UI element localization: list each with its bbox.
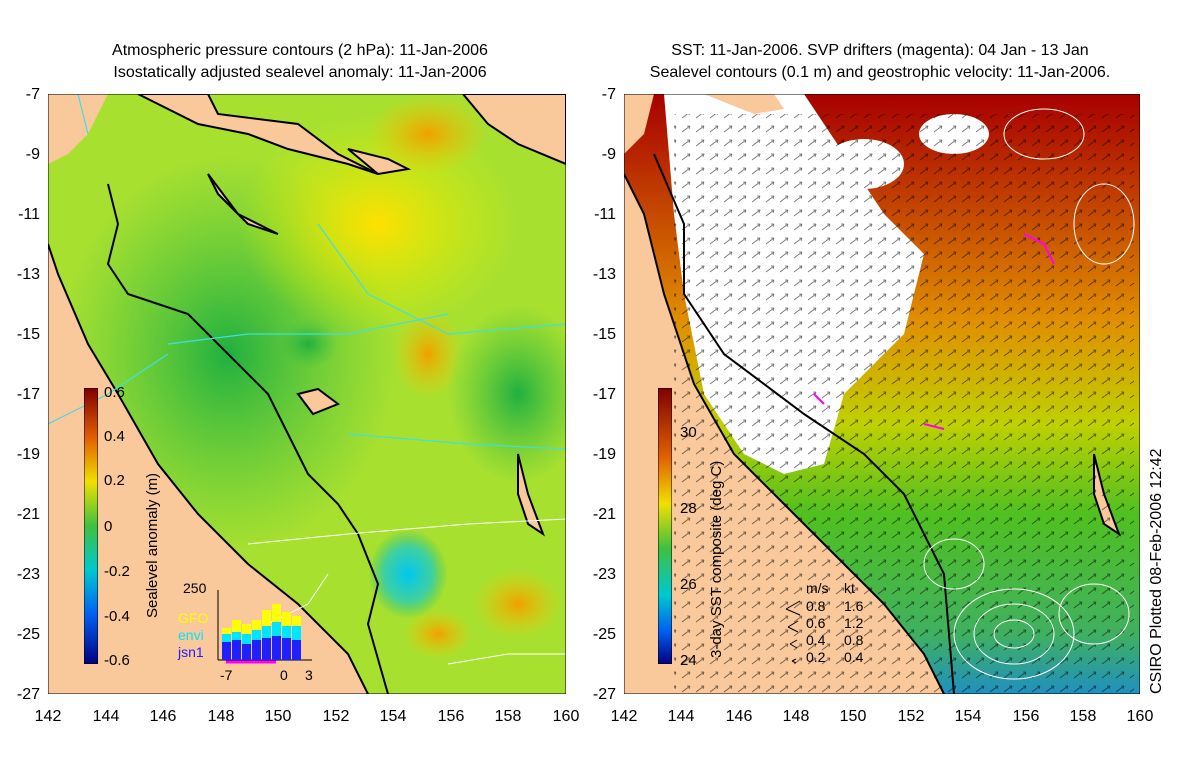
right-xtick: 142 [610,708,638,725]
vector-key-kt: 0.4 [844,649,864,665]
left-ytick: -21 [16,506,40,523]
left-xtick: 152 [322,708,350,725]
right-ytick: -7 [601,86,616,103]
right-xtick: 156 [1012,708,1040,725]
left-xtick: 150 [264,708,292,725]
inset-xtick: -7 [220,667,233,683]
left-title-line2: Isostatically adjusted sealevel anomaly:… [113,64,487,81]
plot-credit-note: CSIRO Plotted 08-Feb-2006 12:42 [1148,448,1165,694]
inset-legend-jsn1: jsn1 [178,644,204,660]
left-xtick: 156 [437,708,465,725]
sla-cb-tick: 0.4 [104,428,125,445]
right-xtick: 146 [725,708,753,725]
sealevel-colorbar [84,388,98,664]
right-ytick: -17 [592,386,616,403]
vector-key-ms: 0.4 [806,632,826,648]
sst-cb-tick: 26 [680,576,697,593]
right-ytick: -19 [592,446,616,463]
left-ytick: -27 [16,686,40,703]
left-xtick: 148 [207,708,235,725]
inset-legend-gfo: GFO [178,610,209,626]
left-xtick: 142 [34,708,62,725]
vector-key-header-kt: kt [844,580,855,596]
left-xtick: 146 [149,708,177,725]
sst-cb-tick: 28 [680,500,697,517]
vector-key-ms: 0.6 [806,615,826,631]
left-ytick: -25 [16,626,40,643]
left-ytick: -11 [18,206,40,223]
vector-key-kt: 1.6 [844,598,864,614]
sla-cb-tick: -0.6 [104,652,130,669]
sst-colorbar [658,388,672,664]
left-title-line1: Atmospheric pressure contours (2 hPa): 1… [112,42,488,59]
sla-colorbar-label: Sealevel anomaly (m) [144,472,161,618]
altimeter-inset-chart [217,590,312,664]
left-xtick: 158 [494,708,522,725]
inset-legend-envi: envi [178,627,204,643]
left-ytick: -19 [16,446,40,463]
right-title-line1: SST: 11-Jan-2006. SVP drifters (magenta)… [671,42,1089,59]
sst-map [624,94,1140,694]
right-ytick: -21 [592,506,616,523]
inset-bar-group [222,604,301,660]
right-ytick: -13 [592,266,616,283]
left-xtick: 160 [552,708,580,725]
left-ytick: -9 [25,146,40,163]
vector-key-arrows [785,600,801,664]
right-ytick: -27 [592,686,616,703]
vector-key-ms: 0.8 [806,598,826,614]
sla-cb-tick: 0.2 [104,472,125,489]
right-title-line2: Sealevel contours (0.1 m) and geostrophi… [649,64,1111,81]
sst-cb-tick: 24 [680,652,697,669]
vector-key-header-ms: m/s [806,580,829,596]
right-xtick: 152 [897,708,925,725]
sst-cb-tick: 30 [680,424,697,441]
right-xtick: 148 [782,708,810,725]
left-xtick: 144 [92,708,120,725]
right-xtick: 150 [839,708,867,725]
right-ytick: -23 [592,566,616,583]
vector-key-kt: 0.8 [844,632,864,648]
sla-cb-tick: -0.4 [104,608,130,625]
right-xtick: 160 [1126,708,1154,725]
left-ytick: -23 [16,566,40,583]
left-ytick: -17 [16,386,40,403]
left-ytick: -13 [16,266,40,283]
right-ytick: -9 [601,146,616,163]
inset-ymax-label: 250 [183,580,207,596]
inset-xtick: 0 [280,667,288,683]
inset-xtick: 3 [305,667,313,683]
right-ytick: -25 [592,626,616,643]
sla-cb-tick: 0.6 [104,384,125,401]
left-xtick: 154 [379,708,407,725]
vector-key-ms: 0.2 [806,649,826,665]
right-xtick: 144 [667,708,695,725]
sla-cb-tick: -0.2 [104,563,130,580]
left-ytick: -15 [16,326,40,343]
vector-key-kt: 1.2 [844,615,864,631]
sst-colorbar-label: 3-day SST composite (deg C) [708,460,725,658]
left-ytick: -7 [25,86,40,103]
right-ytick: -11 [594,206,616,223]
right-xtick: 154 [954,708,982,725]
sealevel-anomaly-map [48,94,566,694]
sla-cb-tick: 0 [104,518,113,535]
right-xtick: 158 [1069,708,1097,725]
right-ytick: -15 [592,326,616,343]
